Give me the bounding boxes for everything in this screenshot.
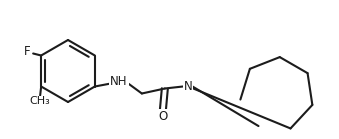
Text: F: F	[24, 45, 31, 58]
Text: N: N	[183, 80, 192, 93]
Text: NH: NH	[110, 75, 127, 88]
Text: CH₃: CH₃	[30, 96, 51, 106]
Text: O: O	[158, 110, 167, 123]
